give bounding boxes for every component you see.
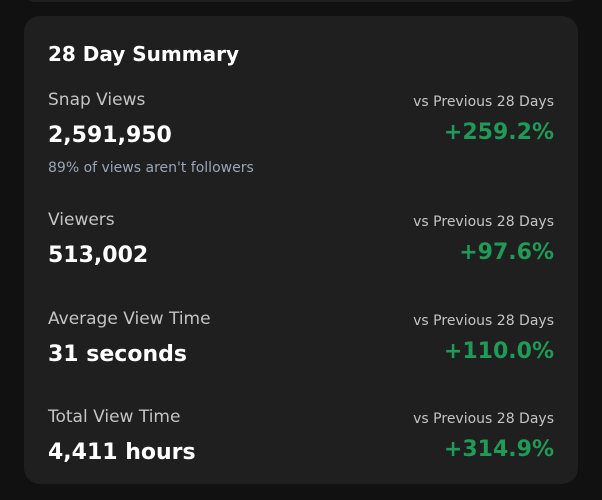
card-title: 28 Day Summary bbox=[48, 42, 239, 66]
metric-value: 31 seconds bbox=[48, 342, 187, 367]
change-percent: +314.9% bbox=[443, 437, 554, 462]
metric-label: Total View Time bbox=[48, 407, 181, 427]
metric-note: 89% of views aren't followers bbox=[48, 160, 254, 176]
metric-snap-views: Snap Views 2,591,950 89% of views aren't… bbox=[48, 90, 554, 180]
comparison-label: vs Previous 28 Days bbox=[413, 411, 554, 427]
comparison-label: vs Previous 28 Days bbox=[413, 214, 554, 230]
change-percent: +110.0% bbox=[443, 339, 554, 364]
comparison-label: vs Previous 28 Days bbox=[413, 94, 554, 110]
metric-average-view-time: Average View Time 31 seconds vs Previous… bbox=[48, 309, 554, 399]
change-percent: +259.2% bbox=[443, 120, 554, 145]
previous-card-edge bbox=[24, 0, 578, 2]
summary-card: 28 Day Summary Snap Views 2,591,950 89% … bbox=[24, 16, 578, 484]
metric-total-view-time: Total View Time 4,411 hours vs Previous … bbox=[48, 407, 554, 497]
change-percent: +97.6% bbox=[459, 240, 554, 265]
metric-value: 2,591,950 bbox=[48, 123, 172, 148]
metric-label: Average View Time bbox=[48, 309, 211, 329]
metric-label: Viewers bbox=[48, 210, 115, 230]
metric-value: 4,411 hours bbox=[48, 440, 196, 465]
metric-value: 513,002 bbox=[48, 243, 149, 268]
comparison-label: vs Previous 28 Days bbox=[413, 313, 554, 329]
metric-label: Snap Views bbox=[48, 90, 146, 110]
metric-viewers: Viewers 513,002 vs Previous 28 Days +97.… bbox=[48, 210, 554, 300]
